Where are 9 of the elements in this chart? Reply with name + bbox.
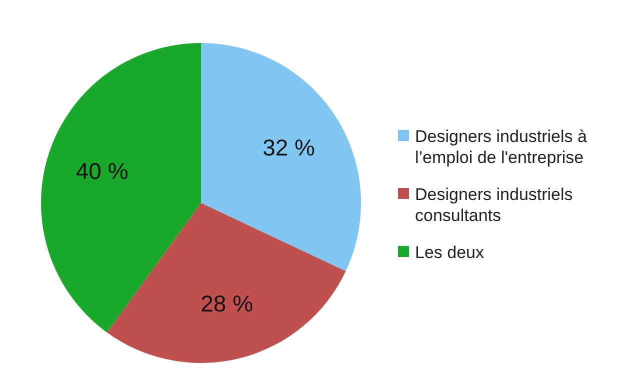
pie-slice (201, 43, 361, 272)
data-label: 28 % (200, 290, 254, 317)
data-label: 40 % (76, 158, 128, 184)
pie-slice (41, 43, 201, 332)
legend-label: Designers industriels à l’emploi de l'entreprise (415, 126, 588, 166)
legend-label: Designers industriels consultants (415, 184, 573, 224)
pie-slice (106, 203, 346, 363)
legend-label: Les deux (415, 242, 484, 262)
data-label: 32 % (262, 134, 316, 160)
